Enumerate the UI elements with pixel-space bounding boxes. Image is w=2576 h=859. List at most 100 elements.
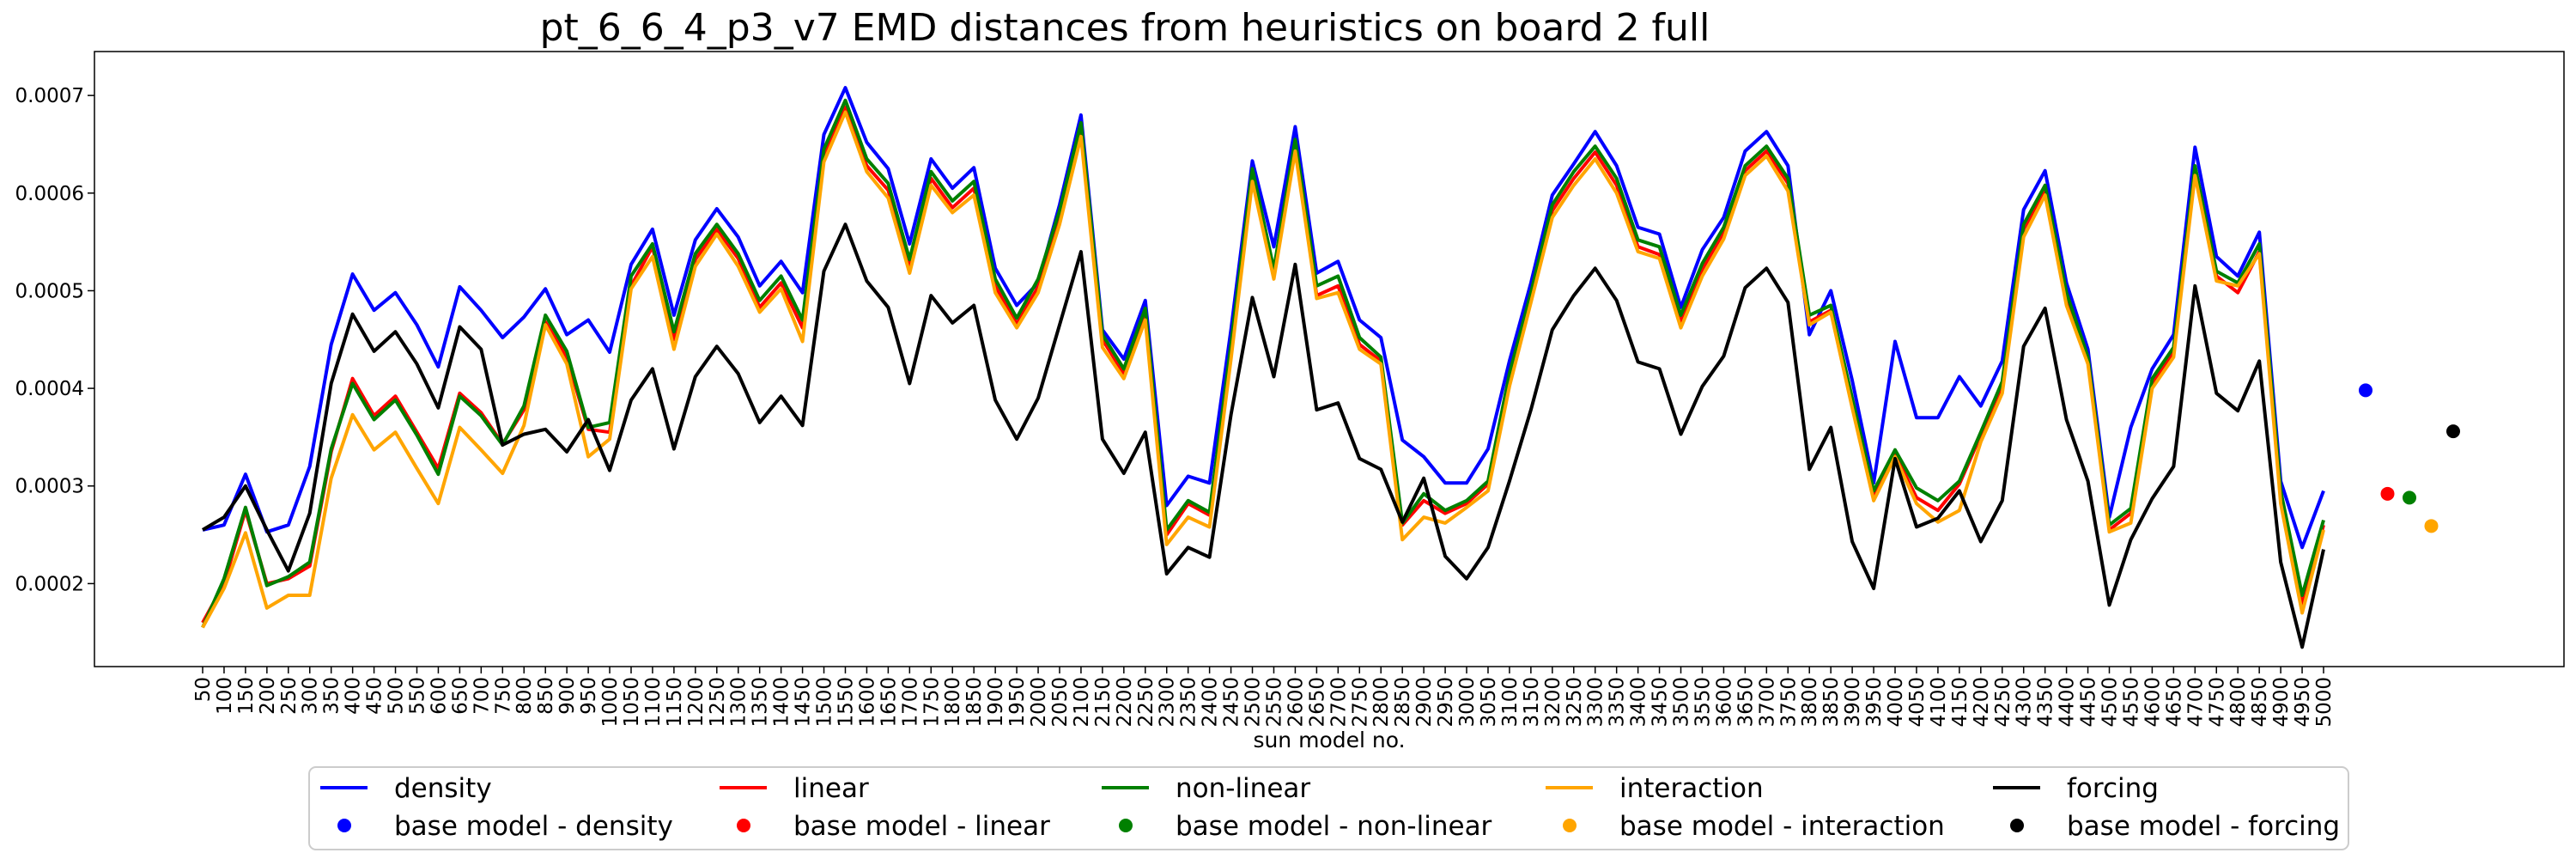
base-point-base-model-interaction <box>2424 519 2439 533</box>
x-tick-label: 1950 <box>1006 677 1029 728</box>
y-tick-label: 0.0005 <box>15 280 84 302</box>
base-point-base-model-linear <box>2380 486 2395 501</box>
x-tick-label: 1450 <box>793 677 815 728</box>
x-tick-label: 750 <box>492 677 514 715</box>
x-tick-label: 2900 <box>1413 677 1436 728</box>
series-line-interaction <box>201 110 2325 629</box>
legend-label: density <box>394 773 492 804</box>
x-tick-label: 4100 <box>1928 677 1950 728</box>
x-tick-label: 2800 <box>1370 677 1393 728</box>
x-tick-label: 550 <box>406 677 428 715</box>
x-tick-label: 2650 <box>1306 677 1328 728</box>
x-tick-label: 1150 <box>664 677 686 728</box>
x-tick-label: 2050 <box>1049 677 1072 728</box>
x-tick-label: 1400 <box>771 677 793 728</box>
x-tick-label: 2300 <box>1157 677 1179 728</box>
x-tick-label: 100 <box>214 677 236 715</box>
x-tick-label: 3600 <box>1713 677 1735 728</box>
x-tick-label: 3500 <box>1671 677 1693 728</box>
base-point-base-model-forcing <box>2446 424 2460 439</box>
x-tick-label: 850 <box>535 677 557 715</box>
x-tick-label: 1200 <box>685 677 708 728</box>
x-tick-label: 250 <box>278 677 301 715</box>
x-tick-label: 3400 <box>1628 677 1650 728</box>
x-tick-label: 4450 <box>2078 677 2100 728</box>
x-tick-label: 2400 <box>1200 677 1222 728</box>
legend-label: interaction <box>1619 773 1764 804</box>
x-tick-label: 4050 <box>1906 677 1929 728</box>
x-tick-label: 1050 <box>621 677 643 728</box>
x-tick-label: 800 <box>513 677 536 715</box>
x-tick-label: 1800 <box>942 677 964 728</box>
x-tick-label: 4850 <box>2249 677 2271 728</box>
x-tick-label: 3800 <box>1799 677 1821 728</box>
x-tick-label: 900 <box>556 677 579 715</box>
x-tick-label: 3350 <box>1607 677 1629 728</box>
x-tick-label: 450 <box>364 677 386 715</box>
x-tick-label: 4900 <box>2270 677 2293 728</box>
x-tick-label: 4800 <box>2227 677 2250 728</box>
x-tick-label: 400 <box>343 677 365 715</box>
x-tick-label: 4300 <box>2014 677 2036 728</box>
x-tick-label: 2500 <box>1242 677 1265 728</box>
x-tick-label: 1250 <box>707 677 729 728</box>
x-tick-label: 1550 <box>835 677 857 728</box>
x-tick-label: 500 <box>386 677 408 715</box>
x-tick-label: 2250 <box>1135 677 1157 728</box>
x-tick-label: 600 <box>428 677 450 715</box>
x-tick-label: 2200 <box>1114 677 1136 728</box>
base-point-base-model-non-linear <box>2403 490 2416 505</box>
y-tick-label: 0.0007 <box>15 85 84 107</box>
x-tick-label: 2750 <box>1349 677 1371 728</box>
plot-frame <box>94 51 2565 667</box>
legend-label: forcing <box>2067 773 2159 804</box>
x-tick-label: 2350 <box>1178 677 1200 728</box>
x-tick-label: 2600 <box>1285 677 1307 728</box>
series-line-density <box>202 86 2325 550</box>
x-tick-label: 3150 <box>1521 677 1543 728</box>
x-tick-label: 1600 <box>856 677 878 728</box>
x-axis: 5010015020025030035040045050055060065070… <box>192 667 2336 728</box>
x-tick-label: 4200 <box>1971 677 1993 728</box>
x-tick-label: 150 <box>235 677 258 715</box>
x-tick-label: 4650 <box>2163 677 2185 728</box>
y-tick-label: 0.0002 <box>15 573 84 595</box>
x-tick-label: 5000 <box>2313 677 2336 728</box>
legend: density linear non-linear interaction forcin… <box>308 766 2349 850</box>
legend-label: base model - interaction <box>1619 811 1945 842</box>
legend-label: linear <box>793 773 869 804</box>
x-tick-label: 1350 <box>750 677 772 728</box>
x-tick-label: 950 <box>578 677 600 715</box>
x-tick-label: 3200 <box>1542 677 1564 728</box>
legend-dot <box>337 819 351 832</box>
x-tick-label: 1300 <box>728 677 750 728</box>
x-tick-label: 4750 <box>2206 677 2228 728</box>
x-tick-label: 4150 <box>1949 677 1971 728</box>
base-points <box>2359 383 2460 533</box>
x-tick-label: 2150 <box>1092 677 1115 728</box>
legend-dot <box>737 819 750 832</box>
x-tick-label: 1750 <box>920 677 943 728</box>
x-tick-label: 2450 <box>1221 677 1243 728</box>
y-tick-label: 0.0006 <box>15 183 84 205</box>
x-tick-label: 3050 <box>1478 677 1500 728</box>
x-tick-label: 3000 <box>1456 677 1479 728</box>
legend-dot <box>1563 819 1577 832</box>
legend-label: base model - non-linear <box>1176 811 1492 842</box>
x-tick-label: 1700 <box>899 677 921 728</box>
x-tick-label: 1500 <box>814 677 836 728</box>
x-tick-label: 4600 <box>2142 677 2164 728</box>
chart-title: pt_6_6_4_p3_v7 EMD distances from heuris… <box>540 6 1710 50</box>
x-tick-label: 2000 <box>1028 677 1050 728</box>
x-tick-label: 700 <box>471 677 493 715</box>
legend-label: non-linear <box>1176 773 1310 804</box>
base-point-base-model-density <box>2359 383 2372 398</box>
legend-label: base model - density <box>394 811 673 842</box>
legend-box <box>308 766 2349 850</box>
x-tick-label: 350 <box>321 677 343 715</box>
x-tick-label: 200 <box>257 677 279 715</box>
x-tick-label: 3650 <box>1735 677 1757 728</box>
x-axis-label: sun model no. <box>1253 728 1405 752</box>
x-tick-label: 300 <box>300 677 322 715</box>
x-tick-label: 4500 <box>2099 677 2122 728</box>
